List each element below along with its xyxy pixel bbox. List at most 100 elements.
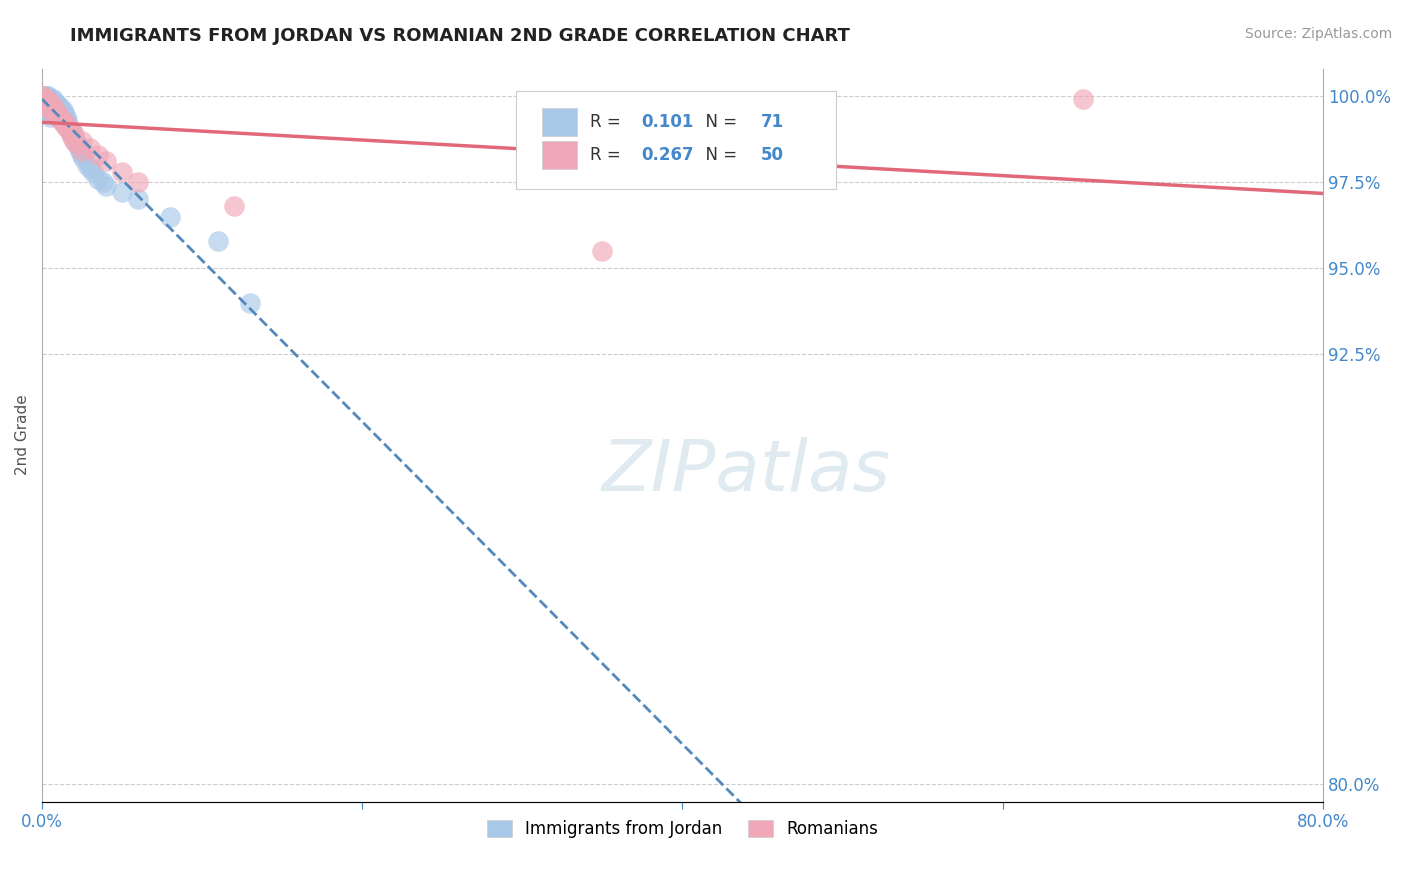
Point bbox=[159, 210, 181, 224]
Point bbox=[32, 89, 55, 103]
Point bbox=[41, 103, 63, 117]
Point bbox=[56, 120, 79, 134]
Point bbox=[591, 244, 613, 258]
Point bbox=[45, 95, 67, 110]
Text: 71: 71 bbox=[761, 113, 783, 131]
Point bbox=[38, 99, 60, 113]
Point bbox=[53, 117, 76, 131]
Point bbox=[37, 89, 59, 103]
FancyBboxPatch shape bbox=[516, 90, 837, 189]
Bar bbox=[541, 108, 578, 136]
Point bbox=[52, 110, 75, 124]
Point bbox=[239, 295, 262, 310]
Point bbox=[38, 95, 60, 110]
Point bbox=[48, 103, 70, 117]
Point bbox=[111, 165, 134, 179]
Point bbox=[207, 234, 229, 248]
Point bbox=[48, 110, 70, 124]
Point bbox=[44, 106, 66, 120]
Point bbox=[222, 199, 245, 213]
Text: Source: ZipAtlas.com: Source: ZipAtlas.com bbox=[1244, 27, 1392, 41]
Point bbox=[66, 137, 89, 152]
Point bbox=[127, 175, 149, 189]
Point bbox=[45, 106, 67, 120]
Point bbox=[70, 134, 93, 148]
Point bbox=[38, 103, 60, 117]
Point bbox=[49, 103, 72, 117]
Point bbox=[55, 110, 77, 124]
Point bbox=[46, 110, 69, 124]
Point bbox=[42, 93, 65, 107]
Point bbox=[34, 99, 56, 113]
Point bbox=[87, 171, 110, 186]
Point bbox=[87, 147, 110, 161]
Point bbox=[41, 93, 63, 107]
Text: IMMIGRANTS FROM JORDAN VS ROMANIAN 2ND GRADE CORRELATION CHART: IMMIGRANTS FROM JORDAN VS ROMANIAN 2ND G… bbox=[70, 27, 851, 45]
Point bbox=[44, 99, 66, 113]
Text: 0.101: 0.101 bbox=[641, 113, 693, 131]
Text: 0.267: 0.267 bbox=[641, 146, 695, 164]
Point bbox=[34, 95, 56, 110]
Point bbox=[69, 144, 91, 158]
Point bbox=[59, 123, 82, 137]
Point bbox=[41, 99, 63, 113]
Point bbox=[49, 113, 72, 128]
Point bbox=[41, 103, 63, 117]
Point bbox=[35, 95, 58, 110]
Point bbox=[56, 113, 79, 128]
Point bbox=[45, 103, 67, 117]
Point bbox=[34, 89, 56, 103]
Point bbox=[34, 93, 56, 107]
Point bbox=[46, 106, 69, 120]
Point bbox=[52, 103, 75, 117]
Y-axis label: 2nd Grade: 2nd Grade bbox=[15, 394, 30, 475]
Point bbox=[56, 117, 79, 131]
Point bbox=[35, 95, 58, 110]
Point bbox=[32, 93, 55, 107]
Point bbox=[94, 178, 117, 193]
Point bbox=[63, 130, 86, 145]
Point bbox=[45, 99, 67, 113]
Point bbox=[48, 99, 70, 113]
Point bbox=[37, 106, 59, 120]
Point bbox=[67, 141, 90, 155]
Point bbox=[65, 134, 87, 148]
Point bbox=[32, 89, 55, 103]
Point bbox=[35, 93, 58, 107]
Point bbox=[44, 106, 66, 120]
Point bbox=[42, 103, 65, 117]
Text: 50: 50 bbox=[761, 146, 783, 164]
Text: R =: R = bbox=[591, 146, 626, 164]
Point bbox=[37, 93, 59, 107]
Point bbox=[59, 127, 82, 141]
Point bbox=[44, 103, 66, 117]
Point bbox=[38, 99, 60, 113]
Point bbox=[37, 99, 59, 113]
Point bbox=[46, 110, 69, 124]
Point bbox=[82, 165, 104, 179]
Point bbox=[38, 110, 60, 124]
Point bbox=[52, 113, 75, 128]
Point bbox=[48, 106, 70, 120]
Point bbox=[37, 99, 59, 113]
Text: R =: R = bbox=[591, 113, 626, 131]
Point bbox=[46, 106, 69, 120]
Point bbox=[1071, 93, 1094, 107]
Point bbox=[32, 95, 55, 110]
Point bbox=[72, 151, 94, 165]
Point bbox=[70, 147, 93, 161]
Point bbox=[94, 154, 117, 169]
Legend: Immigrants from Jordan, Romanians: Immigrants from Jordan, Romanians bbox=[481, 813, 884, 845]
Point bbox=[46, 99, 69, 113]
Point bbox=[63, 127, 86, 141]
Point bbox=[35, 99, 58, 113]
Point bbox=[44, 95, 66, 110]
Point bbox=[38, 99, 60, 113]
Point bbox=[35, 93, 58, 107]
Point bbox=[63, 134, 86, 148]
Point bbox=[111, 186, 134, 200]
Point bbox=[34, 93, 56, 107]
Point bbox=[53, 113, 76, 128]
Point bbox=[55, 117, 77, 131]
Text: ZIPatlas: ZIPatlas bbox=[602, 437, 891, 506]
